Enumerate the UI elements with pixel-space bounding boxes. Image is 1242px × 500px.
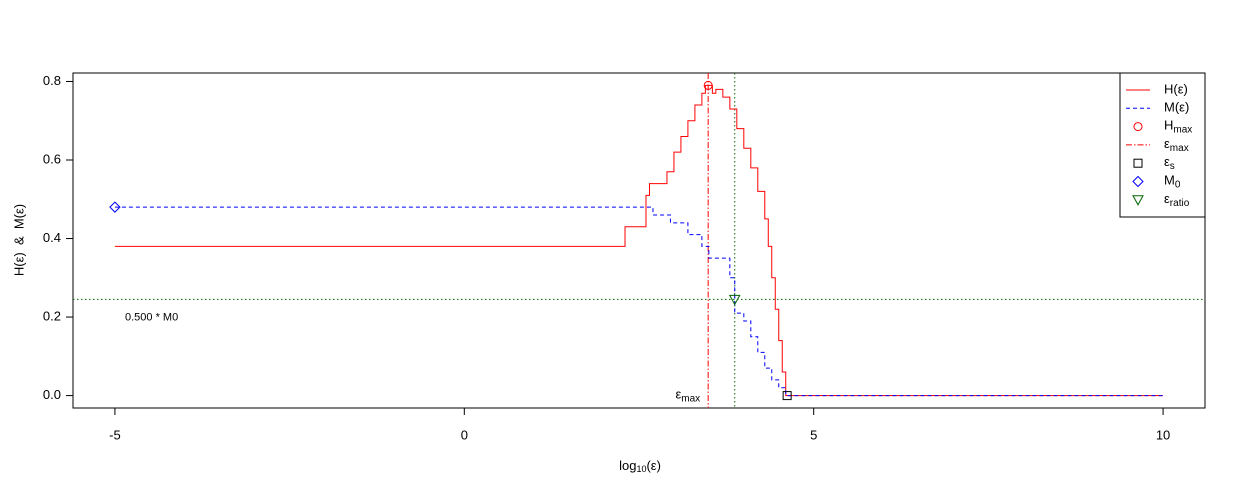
y-tick-label: 0.4 <box>43 230 61 245</box>
legend-label-sub: max <box>1170 143 1189 154</box>
legend-label: H(ε) <box>1164 81 1188 96</box>
legend-label-main: ε <box>1164 136 1170 151</box>
label-main: ε <box>675 387 681 402</box>
v-line-label: εmax <box>675 387 700 404</box>
marker-triangle <box>1132 195 1144 206</box>
marker-diamond <box>109 201 121 213</box>
legend-label-sub: max <box>1173 124 1192 135</box>
legend-label-sub: ratio <box>1170 197 1190 208</box>
legend-label: εratio <box>1164 191 1190 208</box>
marker-circle <box>1133 122 1143 132</box>
y-tick-label: 0.0 <box>43 387 61 402</box>
legend-label: εmax <box>1164 136 1189 153</box>
legend-label-sub: 0 <box>1175 179 1181 190</box>
label-sub: max <box>681 393 700 404</box>
legend-label: M(ε) <box>1164 100 1189 115</box>
legend-label: εs <box>1164 155 1175 172</box>
marker-square <box>782 391 792 401</box>
y-tick-label: 0.6 <box>43 151 61 166</box>
y-tick-label: 0.2 <box>43 309 61 324</box>
legend-label-main: M <box>1164 173 1175 188</box>
legend-label-sub: s <box>1170 161 1175 172</box>
x-tick-label: -5 <box>109 427 121 442</box>
series-line <box>114 206 1164 397</box>
legend-label: Hmax <box>1164 118 1192 135</box>
legend-label-main: H <box>1164 118 1173 133</box>
marker-triangle <box>728 294 741 306</box>
marker-circle <box>703 80 713 90</box>
legend-label-main: ε <box>1164 155 1170 170</box>
x-tick-label: 10 <box>1156 427 1170 442</box>
x-axis-label: log10(ε) <box>619 458 661 474</box>
marker-square <box>1133 158 1143 168</box>
marker-diamond <box>1132 175 1144 188</box>
legend-label: M0 <box>1164 173 1181 190</box>
y-axis-label: H(ε) & M(ε) <box>11 204 26 276</box>
x-tick-label: 5 <box>810 427 817 442</box>
legend-label-main: ε <box>1164 191 1170 206</box>
y-tick-label: 0.8 <box>43 73 61 88</box>
plot-frame <box>72 72 1206 409</box>
series-line <box>114 84 1164 397</box>
h-line-label: 0.500 * M0 <box>125 311 178 323</box>
x-tick-label: 0 <box>461 427 468 442</box>
